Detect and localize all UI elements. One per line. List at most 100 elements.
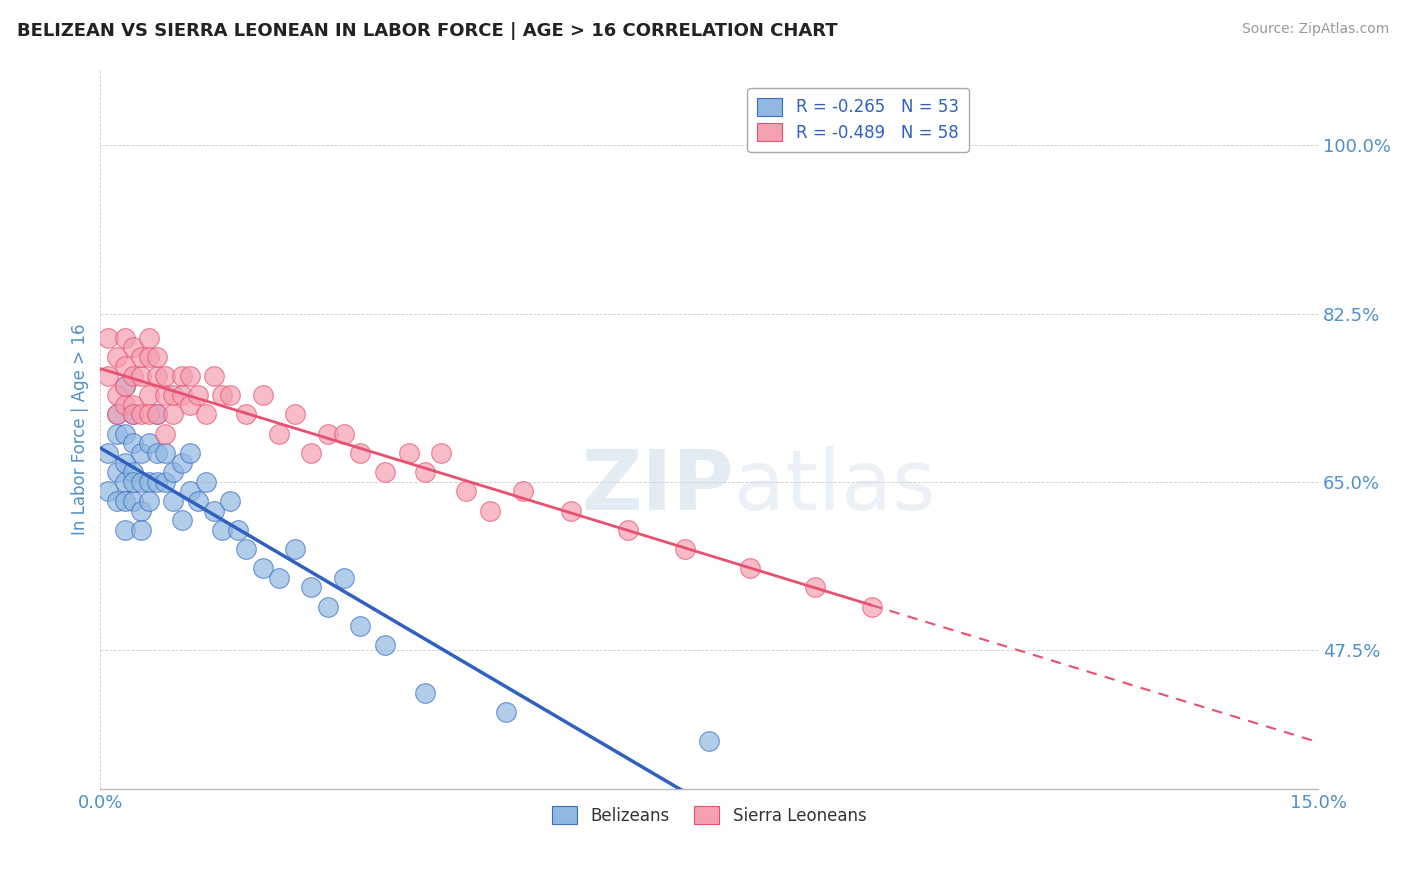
Point	[738, 561, 761, 575]
Point	[284, 541, 307, 556]
Text: ZIP: ZIP	[581, 446, 734, 527]
Point	[121, 369, 143, 384]
Point	[162, 494, 184, 508]
Point	[697, 734, 720, 748]
Point	[252, 561, 274, 575]
Point	[121, 465, 143, 479]
Point	[170, 513, 193, 527]
Point	[228, 523, 250, 537]
Text: BELIZEAN VS SIERRA LEONEAN IN LABOR FORCE | AGE > 16 CORRELATION CHART: BELIZEAN VS SIERRA LEONEAN IN LABOR FORC…	[17, 22, 838, 40]
Point	[194, 408, 217, 422]
Point	[560, 503, 582, 517]
Point	[146, 408, 169, 422]
Point	[179, 369, 201, 384]
Point	[97, 330, 120, 344]
Legend: Belizeans, Sierra Leoneans: Belizeans, Sierra Leoneans	[541, 797, 876, 835]
Point	[187, 494, 209, 508]
Point	[146, 446, 169, 460]
Point	[804, 581, 827, 595]
Point	[673, 541, 696, 556]
Point	[219, 494, 242, 508]
Point	[333, 426, 356, 441]
Point	[138, 436, 160, 450]
Point	[617, 523, 640, 537]
Point	[333, 571, 356, 585]
Point	[155, 475, 177, 489]
Point	[121, 398, 143, 412]
Point	[146, 350, 169, 364]
Point	[129, 446, 152, 460]
Point	[479, 503, 502, 517]
Point	[129, 350, 152, 364]
Point	[97, 369, 120, 384]
Point	[138, 330, 160, 344]
Point	[170, 456, 193, 470]
Point	[114, 398, 136, 412]
Point	[105, 426, 128, 441]
Point	[105, 465, 128, 479]
Point	[146, 369, 169, 384]
Point	[179, 446, 201, 460]
Point	[162, 408, 184, 422]
Point	[267, 571, 290, 585]
Point	[105, 494, 128, 508]
Point	[211, 388, 233, 402]
Point	[155, 369, 177, 384]
Point	[138, 388, 160, 402]
Point	[146, 408, 169, 422]
Point	[413, 686, 436, 700]
Point	[252, 388, 274, 402]
Point	[121, 436, 143, 450]
Point	[179, 398, 201, 412]
Point	[97, 446, 120, 460]
Point	[349, 619, 371, 633]
Text: Source: ZipAtlas.com: Source: ZipAtlas.com	[1241, 22, 1389, 37]
Point	[121, 494, 143, 508]
Point	[162, 388, 184, 402]
Point	[114, 330, 136, 344]
Point	[114, 475, 136, 489]
Point	[284, 408, 307, 422]
Point	[121, 340, 143, 354]
Point	[430, 446, 453, 460]
Point	[267, 426, 290, 441]
Point	[155, 388, 177, 402]
Point	[138, 350, 160, 364]
Point	[301, 446, 323, 460]
Point	[235, 408, 257, 422]
Point	[454, 484, 477, 499]
Point	[373, 465, 395, 479]
Point	[170, 369, 193, 384]
Y-axis label: In Labor Force | Age > 16: In Labor Force | Age > 16	[72, 323, 89, 534]
Point	[114, 523, 136, 537]
Point	[121, 408, 143, 422]
Point	[398, 446, 420, 460]
Point	[129, 503, 152, 517]
Point	[129, 475, 152, 489]
Point	[114, 378, 136, 392]
Point	[187, 388, 209, 402]
Point	[105, 408, 128, 422]
Point	[146, 475, 169, 489]
Point	[129, 408, 152, 422]
Point	[97, 484, 120, 499]
Point	[129, 369, 152, 384]
Point	[155, 426, 177, 441]
Point	[121, 475, 143, 489]
Point	[129, 523, 152, 537]
Point	[114, 378, 136, 392]
Point	[114, 494, 136, 508]
Point	[301, 581, 323, 595]
Point	[155, 446, 177, 460]
Point	[211, 523, 233, 537]
Point	[138, 408, 160, 422]
Point	[114, 359, 136, 374]
Point	[413, 465, 436, 479]
Point	[202, 503, 225, 517]
Point	[495, 706, 517, 720]
Point	[235, 541, 257, 556]
Point	[202, 369, 225, 384]
Point	[138, 494, 160, 508]
Point	[316, 599, 339, 614]
Point	[114, 426, 136, 441]
